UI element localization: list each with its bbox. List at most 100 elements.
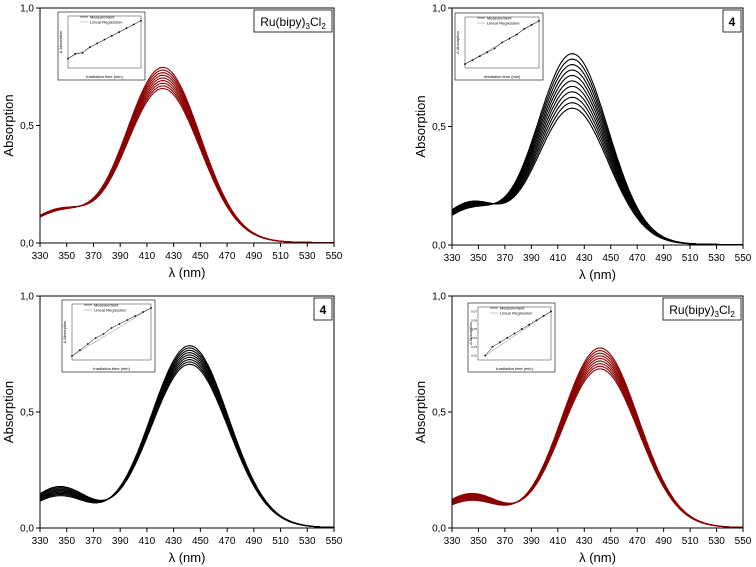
y-tick-label: 0,0 (432, 524, 446, 535)
inset-x-axis-label: Irradiation time (min) (93, 366, 130, 371)
x-tick-label: 430 (576, 536, 593, 547)
y-tick-label: 0,0 (20, 524, 34, 535)
spectrum-line (39, 345, 334, 528)
inset-measurement-point (501, 41, 503, 44)
inset-measurement-point (126, 319, 129, 321)
x-tick-label: 470 (629, 253, 646, 264)
inset-measurement-point (515, 33, 518, 36)
inset-measurement-point (528, 323, 530, 326)
x-tick-label: 450 (192, 536, 209, 547)
inset-y-tick-label: 0,04 (471, 336, 477, 340)
y-tick-label: 0,0 (432, 241, 446, 252)
inset-regression-line (71, 307, 152, 357)
compound-label-box (722, 9, 742, 33)
x-tick-label: 490 (655, 253, 672, 264)
y-tick-label: 1,0 (20, 292, 34, 303)
inset-plot-frame (477, 306, 552, 361)
spectra-series (39, 66, 334, 244)
inset-measurement-point (89, 46, 91, 49)
inset-measurement-point (102, 333, 105, 335)
inset-measurement-point (125, 27, 128, 30)
inset-measurement-line (485, 311, 552, 356)
inset-legend-measurement: Measurement (94, 303, 119, 308)
chart-panel-2: 330 350 370 390 410 430 450 470 490 510 530 550 0,0 0… (413, 4, 752, 283)
y-tick-label: 1,0 (432, 4, 446, 15)
x-tick-label: 390 (523, 536, 540, 547)
compound-label: Ru(bipy)3Cl2 (253, 9, 333, 33)
x-tick-label: 410 (139, 536, 156, 547)
x-axis-label: λ (nm) (579, 550, 616, 565)
x-tick-label: 350 (470, 536, 487, 547)
compound-label-text: 4 (320, 303, 327, 317)
inset-measurement-point (484, 354, 487, 357)
y-tick-label: 0,5 (20, 121, 34, 132)
x-axis-label: λ (nm) (169, 265, 206, 280)
x-tick-label: 510 (682, 536, 699, 547)
compound-label-part: 4 (320, 303, 327, 317)
inset-plot-frame (71, 303, 152, 361)
inset-plot-frame (67, 15, 142, 69)
x-tick-label: 410 (549, 536, 566, 547)
compound-label: Ru(bipy)3Cl2 (662, 297, 742, 321)
inset-measurement-point (118, 323, 121, 325)
x-tick-label: 550 (326, 251, 343, 262)
spectrum-line (39, 356, 334, 528)
x-tick-label: 390 (112, 251, 129, 262)
x-tick-label: 550 (326, 536, 343, 547)
y-tick-label: 1,0 (20, 4, 34, 15)
inset-measurement-point (535, 319, 538, 322)
x-tick-label: 330 (32, 536, 49, 547)
inset-measurement-point (134, 315, 137, 317)
x-axis-label: λ (nm) (169, 550, 206, 565)
compound-label-text: 4 (729, 15, 736, 29)
y-tick-label: 0,5 (432, 408, 446, 419)
inset-measurement-point (110, 34, 113, 37)
x-tick-label: 410 (139, 251, 156, 262)
compound-label-part: 2 (321, 22, 326, 31)
compound-label-box (662, 297, 742, 321)
spectrum-line (39, 361, 334, 528)
compound-label-text: Ru(bipy)3Cl2 (260, 15, 326, 31)
inset-measurement-point (79, 349, 81, 351)
spectra-series (451, 347, 743, 528)
x-tick-label: 490 (655, 536, 672, 547)
inset-legend-regression: Linear Regression (90, 20, 122, 25)
spectra-series (451, 53, 743, 246)
inset-measurement-point (530, 23, 533, 26)
inset-y-tick-label: 0,06 (471, 318, 477, 322)
x-tick-label: 470 (219, 536, 236, 547)
x-tick-label: 510 (682, 253, 699, 264)
inset-measurement-point (74, 52, 77, 55)
y-axis-label: Absorption (1, 94, 16, 156)
inset-x-axis-label: Irradiation time (min) (484, 74, 521, 79)
inset-measurement-point (94, 337, 97, 339)
x-tick-label: 330 (32, 251, 49, 262)
y-tick-label: 0,0 (20, 239, 34, 250)
inset-measurement-point (150, 307, 152, 309)
inset-measurement-point (464, 63, 466, 65)
inset-measurement-point (81, 51, 84, 54)
inset-x-axis-label: Irradiation time (min) (496, 366, 533, 371)
inset-legend-regression: Linear Regression (94, 308, 126, 313)
x-tick-label: 430 (165, 536, 182, 547)
inset-y-tick-label: 0,03 (471, 345, 477, 349)
x-tick-label: 430 (576, 253, 593, 264)
x-tick-label: 370 (85, 251, 102, 262)
inset-frame (454, 12, 544, 81)
inset-measurement-point (86, 343, 89, 345)
x-tick-label: 490 (245, 251, 262, 262)
inset-y-axis-label: Δ Absorption (455, 31, 460, 54)
inset-measurement-point (71, 355, 73, 357)
x-tick-label: 350 (470, 253, 487, 264)
x-tick-label: 530 (299, 536, 316, 547)
inset-measurement-point (550, 310, 552, 313)
compound-label-part: Ru(bipy) (669, 303, 714, 317)
spectrum-line (451, 347, 743, 528)
x-tick-label: 450 (602, 253, 619, 264)
compound-label: 4 (313, 297, 333, 321)
x-tick-label: 510 (272, 536, 289, 547)
